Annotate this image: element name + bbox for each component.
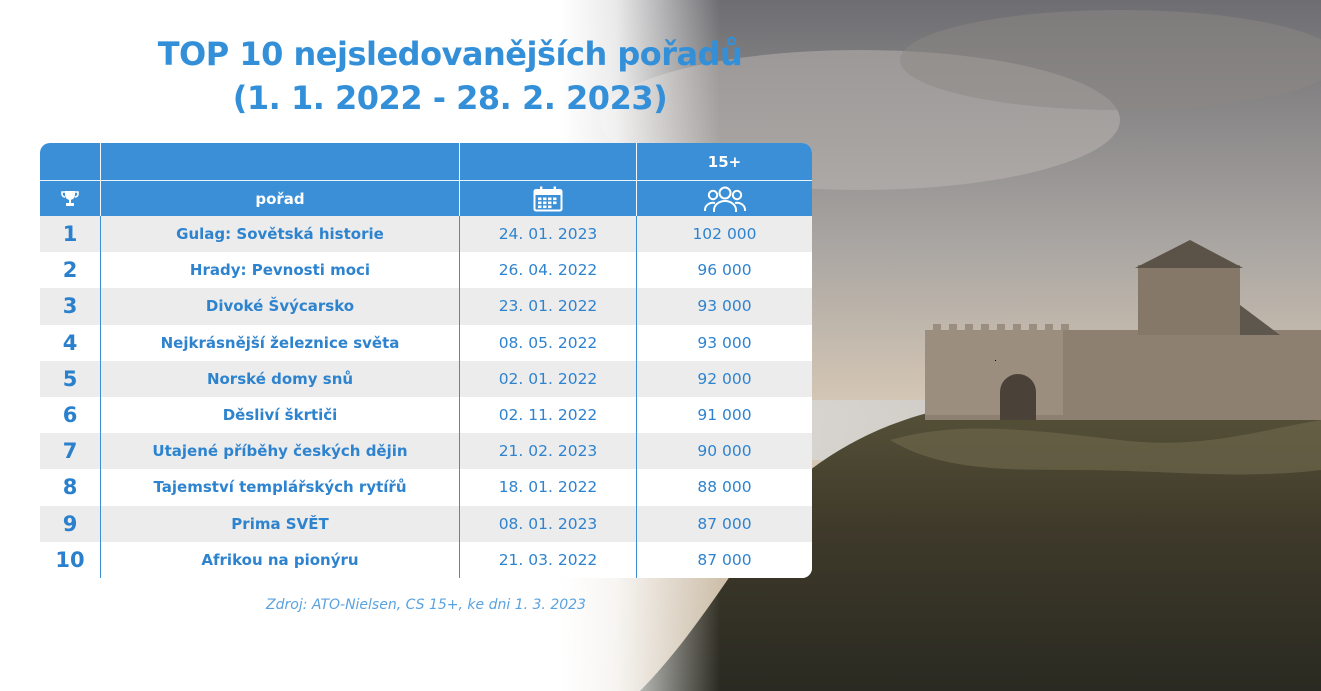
show-cell: Děsliví škrtiči [101, 396, 460, 434]
rank-cell: 2 [40, 252, 101, 289]
viewers-cell: 93 000 [697, 297, 752, 316]
viewers-cell: 90 000 [697, 442, 752, 461]
show-cell: Afrikou na pionýru [101, 541, 460, 578]
viewers-cell: 87 000 [697, 514, 752, 533]
show-cell: Hrady: Pevnosti moci [101, 252, 460, 289]
people-icon [703, 186, 746, 212]
rank-cell: 3 [40, 288, 101, 325]
show-cell: Utajené příběhy českých dějin [101, 433, 460, 470]
header-empty-rank [40, 143, 101, 180]
header-show: pořad [101, 181, 460, 216]
header-audience-group: 15+ [707, 152, 742, 171]
table-row: 5 Norské domy snů 02. 01. 2022 92 000 [40, 360, 812, 397]
rank-cell: 4 [40, 324, 101, 361]
header-empty-date [460, 143, 637, 180]
show-cell: Divoké Švýcarsko [101, 288, 460, 325]
date-cell: 21. 03. 2022 [460, 541, 637, 578]
rank-cell: 7 [40, 433, 101, 470]
table-row: 2 Hrady: Pevnosti moci 26. 04. 2022 96 0… [40, 252, 812, 289]
rank-cell: 6 [40, 396, 101, 434]
date-cell: 21. 02. 2023 [460, 433, 637, 470]
title-line-1: TOP 10 nejsledovanějších pořadů [157, 35, 743, 73]
viewers-cell: 96 000 [697, 261, 752, 280]
viewers-cell: 91 000 [697, 406, 752, 425]
viewers-cell: 87 000 [697, 550, 752, 569]
castle-background-image [560, 0, 1321, 691]
ranking-table: 15+ pořad [40, 143, 812, 578]
table-body: 1 Gulag: Sovětská historie 24. 01. 2023 … [40, 216, 812, 578]
viewers-cell: 92 000 [697, 369, 752, 388]
show-cell: Prima SVĚT [101, 505, 460, 542]
viewers-cell: 88 000 [697, 478, 752, 497]
header-date [460, 181, 637, 216]
date-cell: 02. 01. 2022 [460, 360, 637, 397]
table-row: 8 Tajemství templářských rytířů 18. 01. … [40, 469, 812, 506]
date-cell: 18. 01. 2022 [460, 469, 637, 506]
rank-cell: 5 [40, 360, 101, 397]
title-line-2: (1. 1. 2022 - 28. 2. 2023) [232, 79, 668, 117]
rank-cell: 9 [40, 505, 101, 542]
header-empty-show [101, 143, 460, 180]
show-cell: Norské domy snů [101, 360, 460, 397]
calendar-icon [533, 186, 563, 211]
source-note: Zdroj: ATO-Nielsen, CS 15+, ke dni 1. 3.… [266, 597, 586, 613]
table-header-columns: pořad [40, 180, 812, 216]
rank-cell: 8 [40, 469, 101, 506]
date-cell: 24. 01. 2023 [460, 216, 637, 253]
rank-cell: 10 [40, 541, 101, 578]
show-cell: Tajemství templářských rytířů [101, 469, 460, 506]
viewers-cell: 102 000 [692, 225, 757, 244]
table-row: 3 Divoké Švýcarsko 23. 01. 2022 93 000 [40, 288, 812, 325]
header-rank [40, 181, 101, 216]
date-cell: 23. 01. 2022 [460, 288, 637, 325]
table-row: 6 Děsliví škrtiči 02. 11. 2022 91 000 [40, 396, 812, 434]
table-row: 10 Afrikou na pionýru 21. 03. 2022 87 00… [40, 541, 812, 578]
page-title: TOP 10 nejsledovanějších pořadů (1. 1. 2… [0, 32, 900, 120]
trophy-icon [61, 190, 79, 206]
table-header-top: 15+ [40, 143, 812, 180]
date-cell: 08. 01. 2023 [460, 505, 637, 542]
show-cell: Nejkrásnější železnice světa [101, 324, 460, 361]
show-cell: Gulag: Sovětská historie [101, 216, 460, 253]
viewers-cell: 93 000 [697, 333, 752, 352]
table-row: 7 Utajené příběhy českých dějin 21. 02. … [40, 433, 812, 470]
date-cell: 08. 05. 2022 [460, 324, 637, 361]
header-viewers [637, 181, 812, 216]
rank-cell: 1 [40, 216, 101, 253]
table-row: 9 Prima SVĚT 08. 01. 2023 87 000 [40, 505, 812, 542]
table-row: 4 Nejkrásnější železnice světa 08. 05. 2… [40, 324, 812, 361]
date-cell: 02. 11. 2022 [460, 396, 637, 434]
date-cell: 26. 04. 2022 [460, 252, 637, 289]
table-row: 1 Gulag: Sovětská historie 24. 01. 2023 … [40, 216, 812, 253]
